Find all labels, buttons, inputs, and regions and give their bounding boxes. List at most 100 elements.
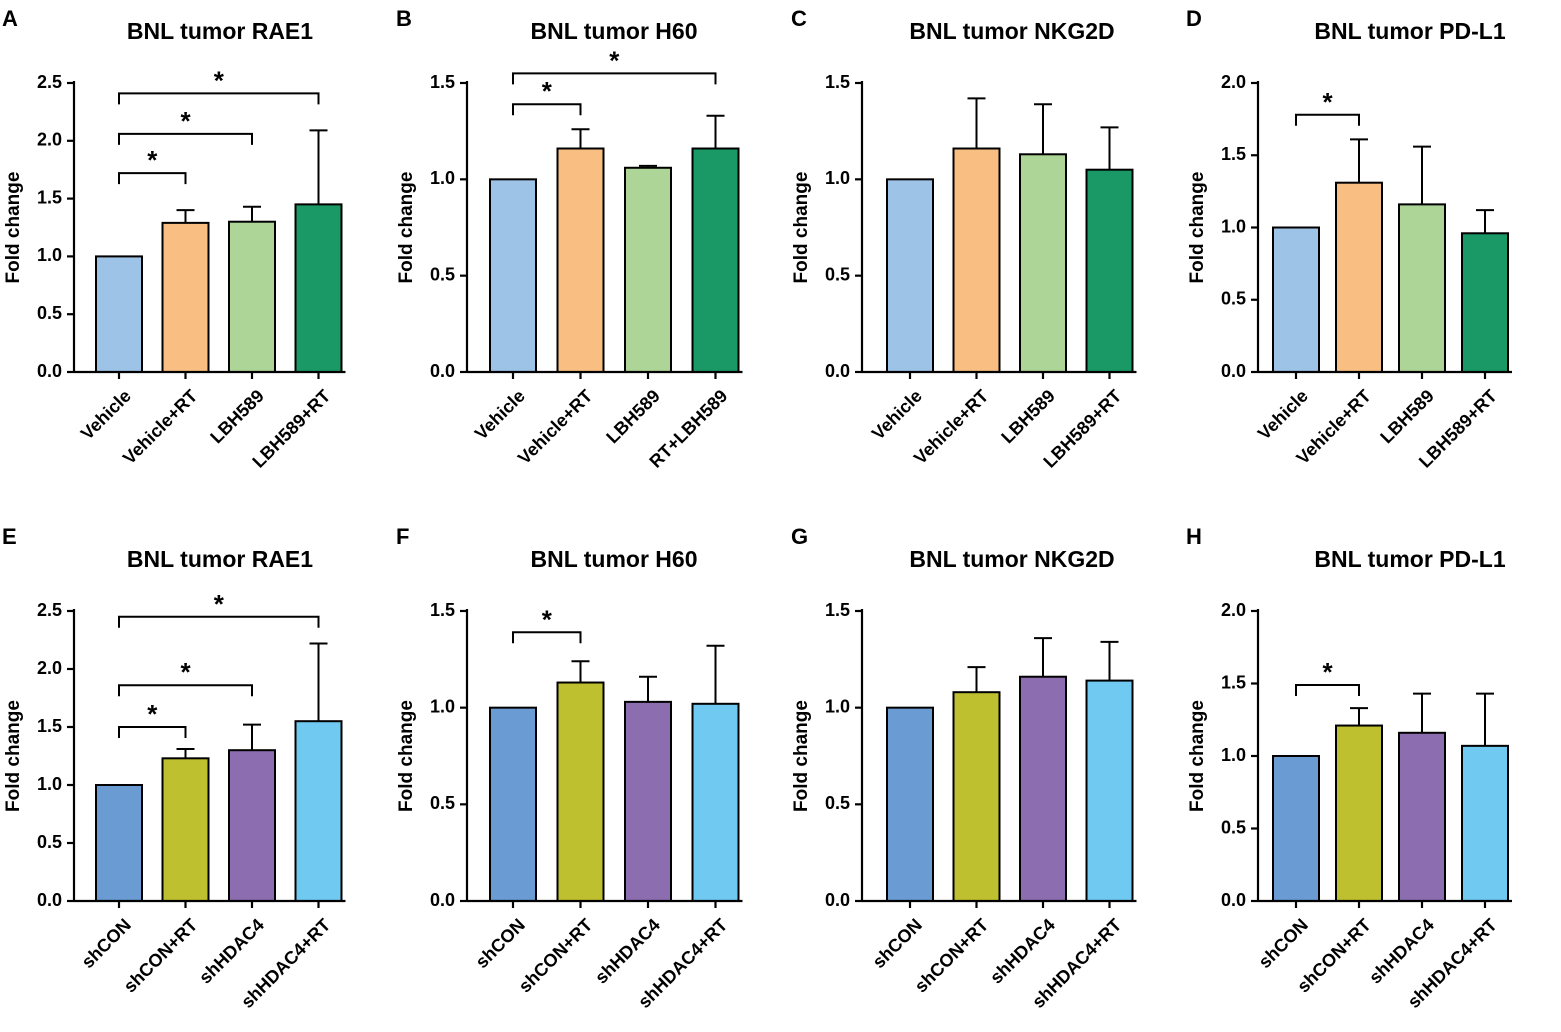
y-tick-label: 0.0	[37, 890, 62, 910]
y-axis-label: Fold change	[1187, 172, 1208, 284]
bar-1	[886, 178, 934, 373]
bar-4	[294, 720, 343, 903]
y-tick-label: 1.0	[1221, 216, 1246, 236]
panel-letter: G	[791, 524, 808, 549]
y-tick-label: 1.0	[825, 168, 850, 188]
bar-1	[886, 706, 934, 903]
bar-4	[294, 203, 343, 373]
x-tick-label: LBH589	[206, 386, 268, 448]
y-tick-label: 0.5	[1221, 817, 1246, 837]
panel-letter: B	[396, 6, 412, 31]
y-tick-label: 0.0	[430, 890, 455, 910]
significance-bracket	[118, 132, 253, 145]
bar-2	[161, 757, 210, 902]
bar-3	[1019, 153, 1067, 373]
y-tick-label: 0.5	[430, 264, 455, 284]
significance-star: *	[542, 604, 553, 634]
chart-title: BNL tumor NKG2D	[909, 18, 1114, 44]
bar-1	[489, 178, 537, 373]
chart-panel-e: E BNL tumor RAE1 Fold change 0.0 0.5 1.0 1.5 2.…	[2, 524, 346, 1012]
y-tick-label: 0.5	[825, 264, 850, 284]
y-tick-label: 1.0	[430, 696, 455, 716]
significance-bracket	[512, 72, 717, 85]
bar-4	[691, 702, 740, 902]
chart-panel-f: F BNL tumor H60 Fold change 0.0 0.5 1.0 1.5 shC…	[396, 524, 743, 1012]
y-tick-label: 2.5	[37, 600, 62, 620]
chart-panel-d: D BNL tumor PD-L1 Fold change 0.0 0.5 1.0 1.5 2…	[1186, 6, 1512, 472]
bar-4	[1461, 232, 1509, 373]
y-tick-label: 2.0	[37, 130, 62, 150]
significance-star: *	[180, 657, 191, 687]
panel-letter: E	[2, 524, 17, 549]
y-tick-label: 2.0	[1221, 72, 1246, 92]
panel-letter: C	[791, 6, 807, 31]
y-tick-label: 2.0	[1221, 600, 1246, 620]
y-tick-label: 1.5	[825, 600, 850, 620]
significance-star: *	[609, 45, 620, 75]
bar-4	[691, 147, 740, 373]
x-tick-label: Vehicle	[1254, 386, 1312, 444]
chart-panel-a: A BNL tumor RAE1 Fold change 0.0 0.5 1.0 1.5 2.…	[2, 6, 346, 472]
y-tick-label: 0.5	[37, 303, 62, 323]
bar-3	[228, 220, 276, 373]
y-tick-label: 2.5	[37, 72, 62, 92]
bar-2	[952, 691, 1001, 903]
y-tick-label: 1.5	[430, 600, 455, 620]
y-tick-label: 0.5	[825, 793, 850, 813]
y-tick-label: 1.5	[1221, 672, 1246, 692]
significance-star: *	[214, 65, 225, 95]
bar-4	[1085, 168, 1134, 373]
bar-3	[624, 700, 672, 902]
bar-2	[556, 681, 605, 902]
y-axis-label: Fold change	[396, 172, 417, 284]
panel-letter: F	[396, 524, 409, 549]
significance-bracket	[512, 631, 582, 644]
significance-bracket	[1295, 113, 1360, 126]
x-tick-label: shHDAC4	[591, 915, 664, 988]
significance-bracket	[118, 172, 187, 185]
significance-star: *	[147, 145, 158, 175]
x-tick-label: shCON	[472, 915, 529, 972]
bar-1	[1272, 226, 1320, 373]
chart-title: BNL tumor H60	[531, 546, 698, 572]
significance-bracket	[512, 103, 582, 116]
chart-panel-h: H BNL tumor PD-L1 Fold change 0.0 0.5 1.0 1.5 2…	[1186, 524, 1512, 1012]
x-tick-label: shCON	[1255, 915, 1312, 972]
x-tick-label: shCON	[869, 915, 926, 972]
bar-2	[1335, 181, 1383, 373]
y-tick-label: 0.0	[1221, 890, 1246, 910]
chart-title: BNL tumor H60	[531, 18, 698, 44]
bar-1	[95, 255, 143, 373]
chart-title: BNL tumor RAE1	[127, 18, 313, 44]
significance-bracket	[118, 92, 320, 105]
y-axis-label: Fold change	[791, 700, 812, 812]
y-tick-label: 0.0	[825, 890, 850, 910]
bar-4	[1085, 679, 1134, 902]
chart-panel-g: G BNL tumor NKG2D Fold change 0.0 0.5 1.0 1.5 s…	[791, 524, 1137, 1012]
bar-2	[556, 147, 605, 373]
bar-3	[1398, 203, 1446, 373]
significance-bracket	[118, 615, 320, 628]
y-axis-label: Fold change	[3, 700, 24, 812]
chart-title: BNL tumor NKG2D	[909, 546, 1114, 572]
bar-3	[1019, 675, 1067, 902]
significance-star: *	[542, 76, 553, 106]
significance-star: *	[1322, 657, 1333, 687]
bar-3	[624, 166, 672, 373]
significance-star: *	[147, 699, 158, 729]
panel-letter: D	[1186, 6, 1202, 31]
y-tick-label: 1.5	[430, 72, 455, 92]
y-tick-label: 1.5	[37, 187, 62, 207]
x-tick-label: Vehicle	[471, 386, 529, 444]
bar-1	[489, 706, 537, 903]
y-tick-label: 0.0	[37, 361, 62, 381]
y-tick-label: 1.0	[430, 168, 455, 188]
y-axis-label: Fold change	[3, 172, 24, 284]
y-tick-label: 1.5	[825, 72, 850, 92]
y-tick-label: 0.5	[1221, 289, 1246, 309]
y-tick-label: 0.0	[1221, 361, 1246, 381]
significance-star: *	[1322, 87, 1333, 117]
y-axis-label: Fold change	[396, 700, 417, 812]
y-tick-label: 1.0	[1221, 745, 1246, 765]
